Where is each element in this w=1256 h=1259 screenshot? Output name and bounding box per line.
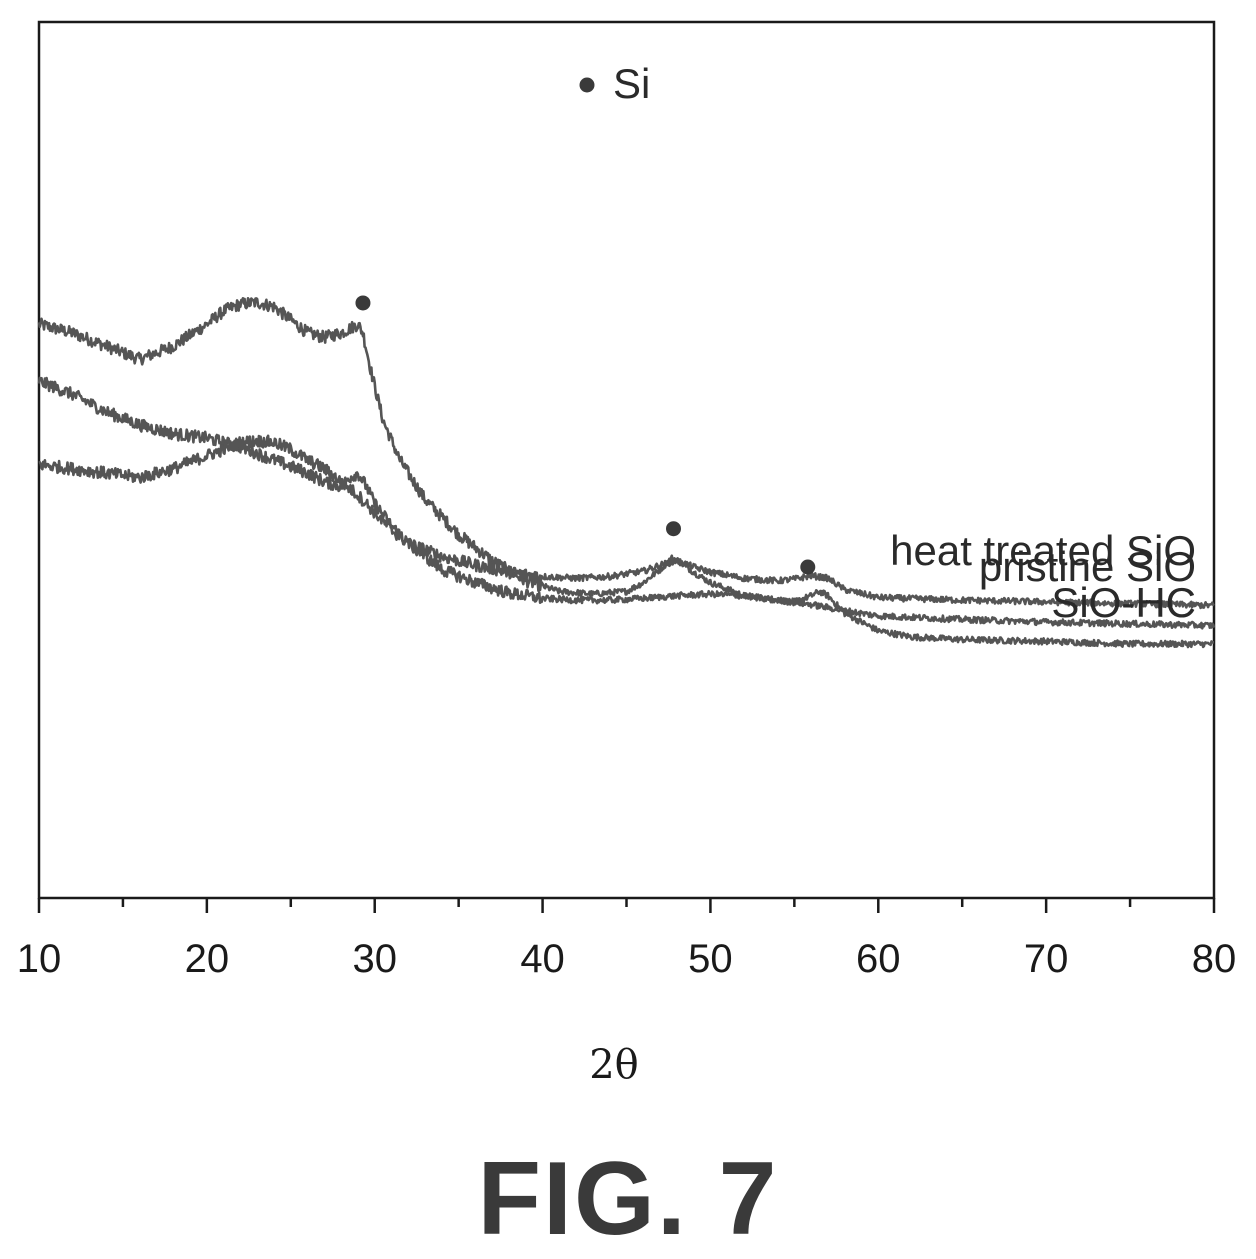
- series-lines: [37, 297, 1216, 649]
- series-label: pristine SiO: [979, 543, 1196, 590]
- legend: Si: [579, 60, 650, 107]
- x-tick-label: 40: [520, 937, 565, 981]
- x-tick-label: 80: [1192, 937, 1237, 981]
- x-tick-label: 10: [17, 937, 62, 981]
- x-tick-label: 20: [185, 937, 230, 981]
- series-label: heat treated SiO: [890, 527, 1196, 574]
- plot-frame: [37, 20, 1216, 900]
- si-peak-marker: [666, 521, 681, 537]
- series-line-pristine-sio: [38, 434, 1216, 630]
- x-axis-tick-labels: 10 20 30 40 50 60 70 80: [17, 937, 1237, 981]
- series-label: SiO-HC: [1051, 579, 1196, 626]
- x-axis-ticks: [37, 898, 1216, 913]
- series-line-sio-hc: [37, 297, 1215, 649]
- x-tick-label: 30: [352, 937, 397, 981]
- x-axis-label: 2θ: [589, 1042, 639, 1088]
- si-peak-marker: [800, 559, 816, 575]
- si-peak-marker: [355, 295, 371, 311]
- si-peak-markers: [355, 295, 816, 575]
- x-tick-label: 50: [688, 937, 733, 981]
- x-tick-label: 60: [856, 937, 901, 981]
- figure-caption: FIG. 7: [477, 1141, 779, 1257]
- legend-si-label: Si: [613, 60, 650, 107]
- legend-si-marker-icon: [579, 77, 595, 93]
- x-tick-label: 70: [1024, 937, 1069, 981]
